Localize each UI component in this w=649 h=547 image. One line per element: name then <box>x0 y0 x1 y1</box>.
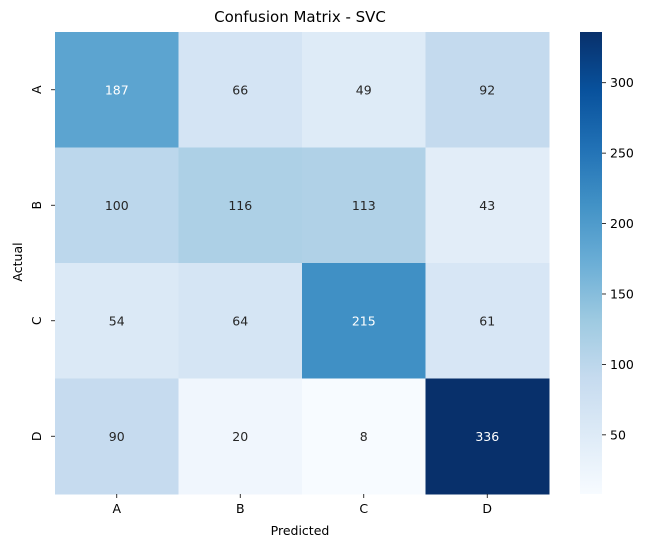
colorbar-tick-label: 300 <box>610 75 634 90</box>
y-tick-label: A <box>29 85 44 94</box>
y-tick-label: B <box>29 201 44 210</box>
heatmap-cell <box>302 32 426 148</box>
cell-value-label: 187 <box>105 82 129 97</box>
x-tick-label: B <box>236 501 245 516</box>
heatmap-cell <box>55 32 179 148</box>
colorbar-tick-label: 50 <box>610 427 626 442</box>
cell-value-label: 100 <box>105 198 129 213</box>
heatmap-cell <box>178 263 303 379</box>
colorbar-ticks: 50 100 150 200 250 300 <box>602 75 634 442</box>
cell-value-label: 61 <box>479 313 495 328</box>
colorbar <box>580 32 602 494</box>
colorbar-tick-label: 200 <box>610 216 634 231</box>
cell-value-label: 116 <box>228 198 252 213</box>
cell-value-label: 54 <box>109 313 125 328</box>
heatmap-cell <box>425 263 550 379</box>
heatmap-cell <box>55 263 179 379</box>
colorbar-tick-label: 150 <box>610 286 634 301</box>
heatmap-cell <box>302 378 426 495</box>
heatmap-cells: 187 66 49 92 100 116 113 43 54 64 215 61 90 20 8 336 <box>55 32 550 495</box>
heatmap-cell <box>55 378 179 495</box>
cell-value-label: 49 <box>356 82 372 97</box>
cell-value-label: 113 <box>352 198 376 213</box>
cell-value-label: 336 <box>475 429 499 444</box>
colorbar-tick-label: 100 <box>610 357 634 372</box>
x-tick-label: D <box>482 501 492 516</box>
x-tick-label: C <box>359 501 368 516</box>
y-axis: A B C D <box>29 85 55 441</box>
heatmap-cell <box>425 147 550 264</box>
heatmap-cell <box>302 263 426 379</box>
heatmap-cell <box>178 378 303 495</box>
cell-value-label: 66 <box>232 82 248 97</box>
cell-value-label: 20 <box>232 429 248 444</box>
cell-value-label: 43 <box>479 198 495 213</box>
y-tick-label: D <box>29 431 44 441</box>
heatmap-cell <box>425 378 550 495</box>
cell-value-label: 92 <box>479 82 495 97</box>
heatmap-cell <box>302 147 426 264</box>
cell-value-label: 64 <box>232 313 248 328</box>
x-axis-label: Predicted <box>271 523 330 538</box>
chart-title: Confusion Matrix - SVC <box>214 8 386 26</box>
heatmap-cell <box>178 147 303 264</box>
heatmap-cell <box>178 32 303 148</box>
cell-value-label: 8 <box>360 429 368 444</box>
y-axis-label: Actual <box>10 242 25 281</box>
x-tick-label: A <box>112 501 121 516</box>
x-axis: A B C D <box>112 494 492 516</box>
y-tick-label: C <box>29 316 44 325</box>
cell-value-label: 215 <box>352 313 376 328</box>
heatmap-cell <box>425 32 550 148</box>
cell-value-label: 90 <box>109 429 125 444</box>
heatmap-cell <box>55 147 179 264</box>
colorbar-tick-label: 250 <box>610 146 634 161</box>
